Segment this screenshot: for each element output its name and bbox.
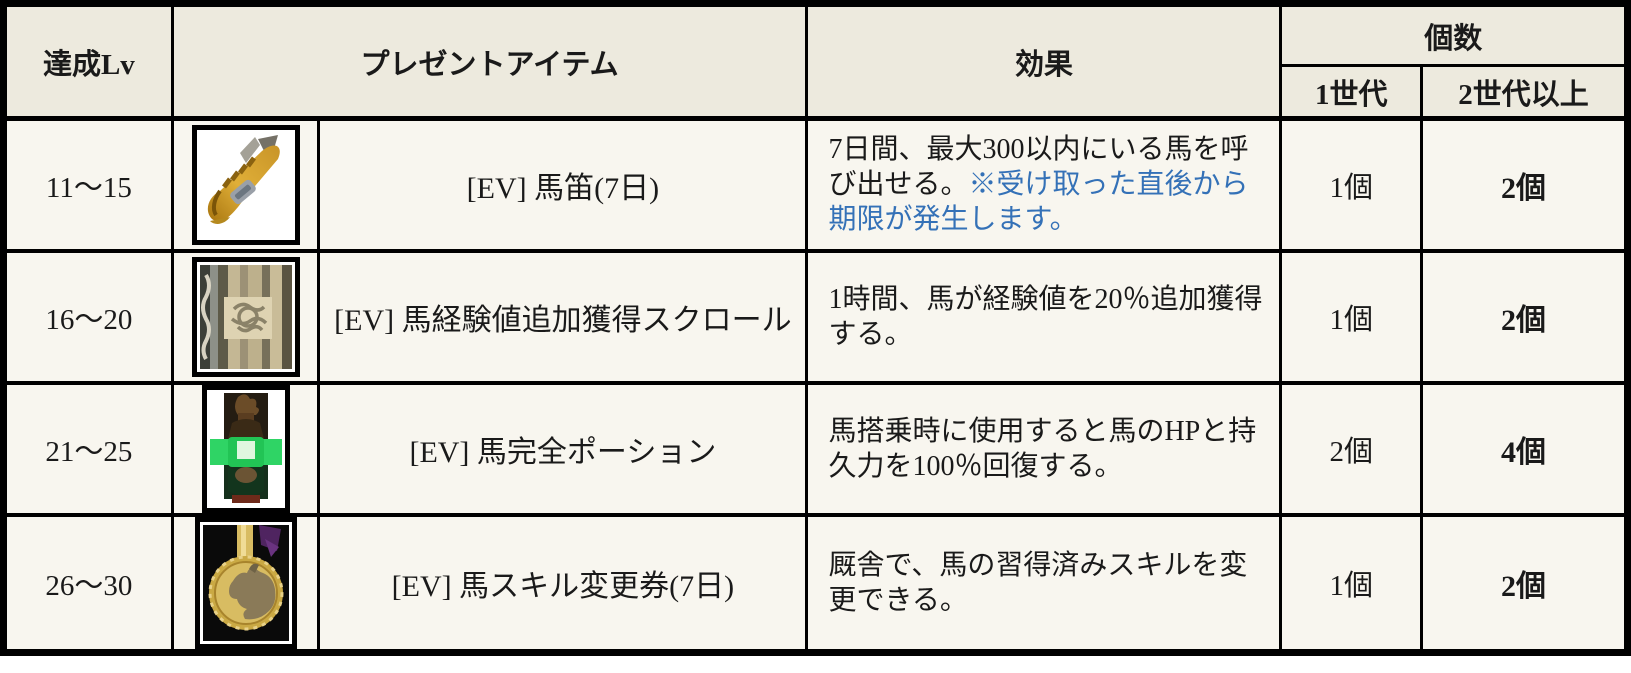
level-range: 26～30 — [2, 512, 174, 654]
item-name: [EV] 馬笛(7日) — [317, 116, 809, 252]
header-item: プレゼントアイテム — [170, 2, 809, 121]
table-row: 21～25 [EV] 馬完全ポーション — [2, 380, 1629, 516]
count-gen2plus: 2個 — [1420, 512, 1629, 654]
item-icon-cell — [170, 116, 321, 252]
horse-full-recovery-potion-icon — [201, 386, 290, 512]
reward-table: 達成Lv プレゼントアイテム 効果 個数 1世代 2世代以上 11～15 — [0, 0, 1631, 656]
count-gen1: 1個 — [1279, 248, 1424, 384]
table-row: 11～15 — [2, 116, 1629, 252]
count-gen1: 1個 — [1279, 116, 1424, 252]
item-icon-cell — [170, 248, 321, 384]
effect-text: 7日間、最大300以内にいる馬を呼び出せる。 — [828, 134, 1249, 201]
count-gen2plus: 2個 — [1420, 116, 1629, 252]
header-count: 個数 — [1279, 2, 1629, 67]
count-gen1: 1個 — [1279, 512, 1424, 654]
header-effect: 効果 — [805, 2, 1283, 121]
table-row: 16～20 — [2, 248, 1629, 384]
item-name: [EV] 馬スキル変更券(7日) — [317, 512, 809, 654]
item-icon-cell — [170, 380, 321, 516]
item-effect: 厩舎で、馬の習得済みスキルを変更できる。 — [805, 512, 1283, 654]
item-effect: 7日間、最大300以内にいる馬を呼び出せる。※受け取った直後から期限が発生します… — [805, 116, 1283, 252]
effect-note-text: ※受け取った直後から期限が発生します。 — [828, 169, 1249, 236]
item-name: [EV] 馬完全ポーション — [317, 380, 809, 516]
effect-text: 1時間、馬が経験値を20％追加獲得する。 — [828, 283, 1263, 350]
count-gen1: 2個 — [1279, 380, 1424, 516]
item-name: [EV] 馬経験値追加獲得スクロール — [317, 248, 809, 384]
level-range: 11～15 — [2, 116, 174, 252]
effect-text: 馬搭乗時に使用すると馬のHPと持久力を100％回復する。 — [828, 415, 1257, 482]
header-level: 達成Lv — [2, 2, 174, 121]
level-range: 21～25 — [2, 380, 174, 516]
count-gen2plus: 4個 — [1420, 380, 1629, 516]
effect-text: 厩舎で、馬の習得済みスキルを変更できる。 — [828, 549, 1248, 616]
horse-flute-icon — [191, 124, 300, 245]
table-row: 26～30 [EV] 馬スキル変更券(7日) 厩舎で、馬の — [2, 512, 1629, 654]
item-effect: 馬搭乗時に使用すると馬のHPと持久力を100％回復する。 — [805, 380, 1283, 516]
level-range: 16～20 — [2, 248, 174, 384]
horse-exp-scroll-icon — [191, 256, 300, 377]
count-gen2plus: 2個 — [1420, 248, 1629, 384]
item-effect: 1時間、馬が経験値を20％追加獲得する。 — [805, 248, 1283, 384]
header-gen2plus: 2世代以上 — [1420, 64, 1629, 121]
item-icon-cell — [170, 512, 321, 654]
horse-skill-change-ticket-icon — [194, 518, 297, 649]
header-gen1: 1世代 — [1279, 64, 1424, 121]
